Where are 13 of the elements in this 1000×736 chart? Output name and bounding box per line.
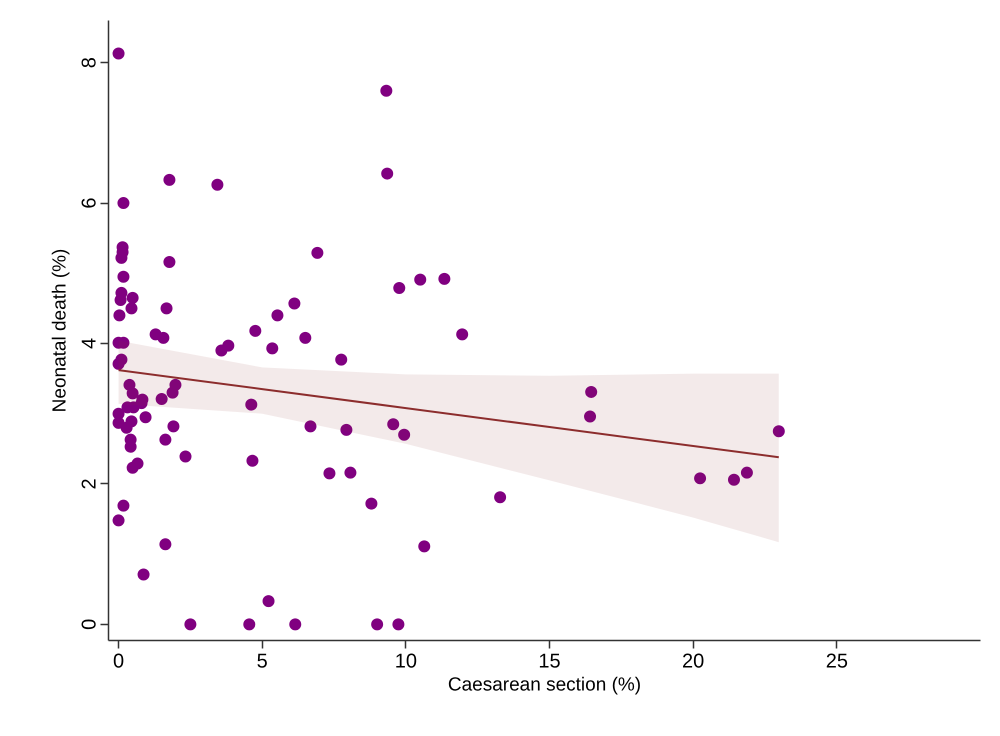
x-tick-label: 10 [394,650,417,672]
x-tick-label: 25 [826,650,848,672]
x-axis-title: Caesarean section (%) [448,674,642,696]
x-tick-label: 15 [538,650,561,672]
y-tick-label: 4 [78,338,100,350]
y-axis-title: Neonatal death (%) [50,248,70,412]
y-tick-label: 8 [78,57,100,68]
x-tick-label: 0 [112,650,124,672]
y-tick-label: 2 [78,478,100,490]
y-tick-label: 0 [78,618,100,630]
x-tick-label: 20 [682,650,704,672]
y-tick-label: 6 [78,197,100,209]
x-tick-label: 5 [256,650,268,672]
